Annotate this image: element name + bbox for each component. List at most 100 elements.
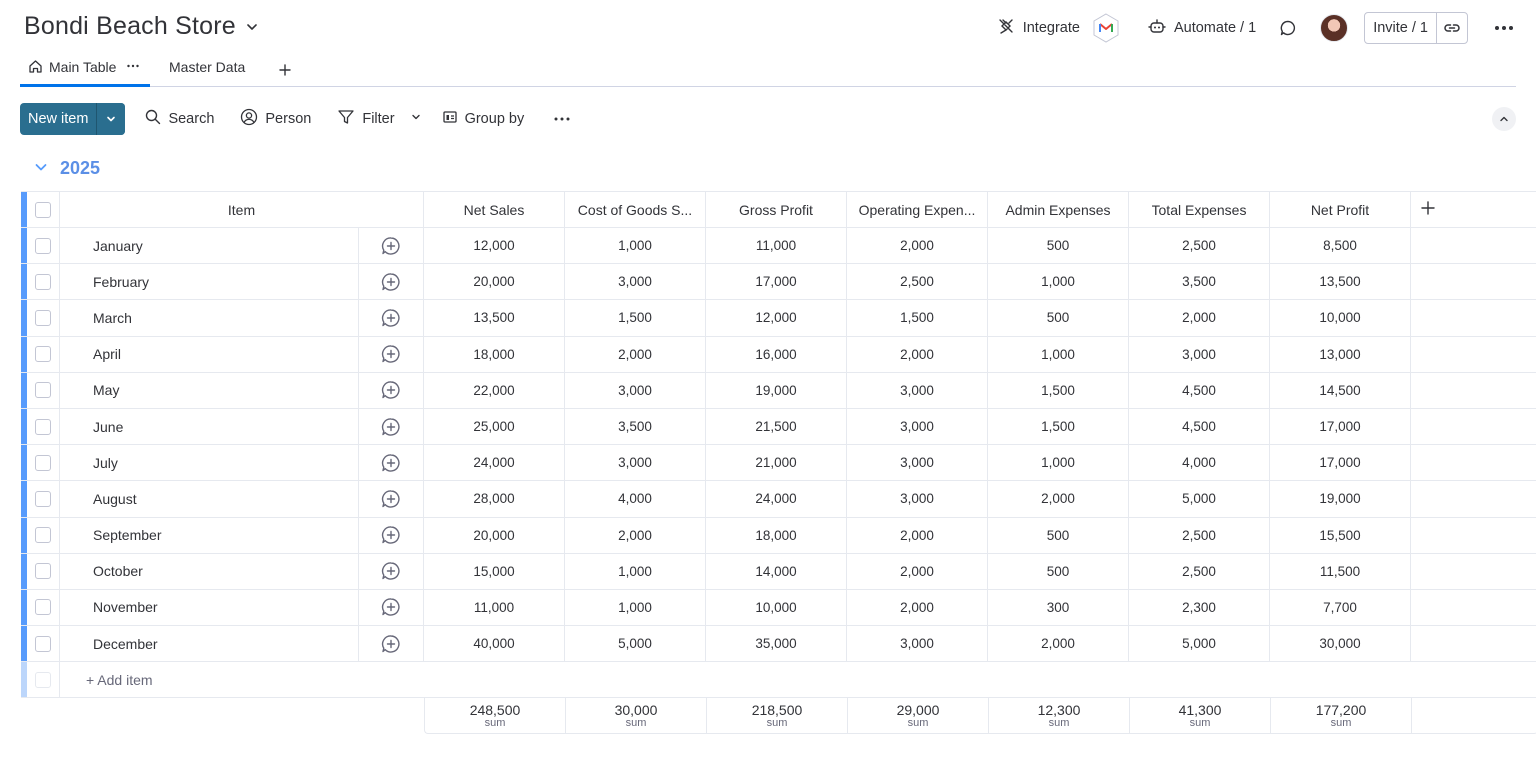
cell-total-expenses[interactable]: 4,000	[1129, 445, 1270, 481]
checkbox[interactable]	[35, 527, 51, 544]
add-update-icon[interactable]	[359, 445, 424, 481]
cell-cogs[interactable]: 1,500	[565, 300, 706, 336]
tab-main-table[interactable]: Main Table	[28, 56, 140, 87]
checkbox[interactable]	[35, 418, 51, 435]
group-title[interactable]: 2025	[60, 158, 101, 178]
checkbox[interactable]	[35, 490, 51, 507]
filter-button[interactable]: Filter	[337, 108, 421, 130]
cell-total-expenses[interactable]: 2,500	[1129, 517, 1270, 553]
item-name[interactable]: September	[60, 517, 359, 553]
row-checkbox-cell[interactable]	[27, 264, 60, 300]
summary-admin-expenses[interactable]: 12,300 sum	[989, 698, 1130, 733]
cell-net-sales[interactable]: 12,000	[424, 228, 565, 264]
cell-cogs[interactable]: 1,000	[565, 228, 706, 264]
table-row[interactable]: August 28,000 4,000 24,000 3,000 2,000 5,000 19…	[21, 481, 1536, 518]
cell-net-sales[interactable]: 24,000	[424, 445, 565, 481]
column-header-operating-expenses[interactable]: Operating Expen...	[847, 192, 988, 227]
table-row[interactable]: October 15,000 1,000 14,000 2,000 500 2,500 11,…	[21, 553, 1536, 590]
cell-admin-expenses[interactable]: 500	[988, 228, 1129, 264]
row-checkbox-cell[interactable]	[27, 372, 60, 408]
cell-admin-expenses[interactable]: 1,000	[988, 336, 1129, 372]
cell-gross-profit[interactable]: 10,000	[706, 589, 847, 626]
checkbox[interactable]	[35, 346, 51, 363]
column-header-item[interactable]: Item	[60, 192, 424, 227]
item-name[interactable]: February	[60, 264, 359, 300]
add-item-input[interactable]: + Add item	[86, 671, 153, 688]
add-column-button[interactable]	[1411, 192, 1536, 227]
copy-link-icon[interactable]	[1437, 13, 1467, 43]
cell-operating-expenses[interactable]: 3,000	[847, 445, 988, 481]
chevron-down-icon[interactable]	[97, 103, 126, 135]
cell-gross-profit[interactable]: 14,000	[706, 553, 847, 589]
cell-gross-profit[interactable]: 17,000	[706, 264, 847, 300]
cell-admin-expenses[interactable]: 1,000	[988, 445, 1129, 481]
add-update-icon[interactable]	[359, 336, 424, 372]
tab-master-data[interactable]: Master Data	[169, 56, 245, 87]
add-update-icon[interactable]	[359, 626, 424, 662]
checkbox[interactable]	[35, 201, 51, 218]
item-name[interactable]: October	[60, 553, 359, 589]
cell-gross-profit[interactable]: 35,000	[706, 626, 847, 662]
table-row[interactable]: February 20,000 3,000 17,000 2,500 1,000 3,500…	[21, 264, 1536, 301]
row-checkbox-cell[interactable]	[27, 300, 60, 336]
cell-total-expenses[interactable]: 3,500	[1129, 264, 1270, 300]
cell-operating-expenses[interactable]: 2,000	[847, 517, 988, 553]
cell-admin-expenses[interactable]: 500	[988, 553, 1129, 589]
board-title[interactable]: Bondi Beach Store	[24, 12, 236, 40]
item-name[interactable]: August	[60, 481, 359, 517]
checkbox[interactable]	[35, 563, 51, 580]
cell-total-expenses[interactable]: 4,500	[1129, 372, 1270, 408]
add-update-icon[interactable]	[359, 589, 424, 626]
cell-operating-expenses[interactable]: 3,000	[847, 408, 988, 445]
checkbox[interactable]	[35, 599, 51, 616]
column-header-gross-profit[interactable]: Gross Profit	[706, 192, 847, 227]
table-row[interactable]: September 20,000 2,000 18,000 2,000 500 2,500 1…	[21, 517, 1536, 554]
table-row[interactable]: July 24,000 3,000 21,000 3,000 1,000 4,000 17,0…	[21, 445, 1536, 482]
collapse-header-icon[interactable]	[1492, 107, 1516, 131]
cell-net-sales[interactable]: 20,000	[424, 264, 565, 300]
cell-cogs[interactable]: 3,500	[565, 408, 706, 445]
search-button[interactable]: Search	[145, 109, 214, 129]
table-row[interactable]: June 25,000 3,500 21,500 3,000 1,500 4,500 17,0…	[21, 408, 1536, 446]
checkbox[interactable]	[35, 382, 51, 399]
cell-gross-profit[interactable]: 21,000	[706, 445, 847, 481]
checkbox[interactable]	[35, 454, 51, 471]
add-update-icon[interactable]	[359, 517, 424, 553]
cell-net-sales[interactable]: 15,000	[424, 553, 565, 589]
cell-net-profit[interactable]: 8,500	[1270, 228, 1411, 264]
cell-net-profit[interactable]: 17,000	[1270, 445, 1411, 481]
cell-admin-expenses[interactable]: 500	[988, 517, 1129, 553]
cell-operating-expenses[interactable]: 3,000	[847, 481, 988, 517]
cell-operating-expenses[interactable]: 2,000	[847, 228, 988, 264]
cell-cogs[interactable]: 1,000	[565, 589, 706, 626]
cell-total-expenses[interactable]: 2,500	[1129, 553, 1270, 589]
cell-net-sales[interactable]: 13,500	[424, 300, 565, 336]
updates-chat-icon[interactable]	[1276, 16, 1300, 40]
cell-cogs[interactable]: 3,000	[565, 372, 706, 408]
cell-operating-expenses[interactable]: 1,500	[847, 300, 988, 336]
cell-gross-profit[interactable]: 21,500	[706, 408, 847, 445]
summary-total-expenses[interactable]: 41,300 sum	[1130, 698, 1271, 733]
cell-total-expenses[interactable]: 5,000	[1129, 481, 1270, 517]
cell-admin-expenses[interactable]: 1,500	[988, 372, 1129, 408]
cell-cogs[interactable]: 4,000	[565, 481, 706, 517]
add-update-icon[interactable]	[359, 372, 424, 408]
item-name[interactable]: December	[60, 626, 359, 662]
cell-operating-expenses[interactable]: 3,000	[847, 626, 988, 662]
column-header-total-expenses[interactable]: Total Expenses	[1129, 192, 1270, 227]
cell-gross-profit[interactable]: 11,000	[706, 228, 847, 264]
automate-button[interactable]: Automate / 1	[1148, 17, 1256, 39]
cell-total-expenses[interactable]: 2,300	[1129, 589, 1270, 626]
summary-gross-profit[interactable]: 218,500 sum	[707, 698, 848, 733]
item-name[interactable]: November	[60, 589, 359, 626]
cell-admin-expenses[interactable]: 1,000	[988, 264, 1129, 300]
cell-operating-expenses[interactable]: 2,500	[847, 264, 988, 300]
cell-admin-expenses[interactable]: 2,000	[988, 626, 1129, 662]
add-update-icon[interactable]	[359, 228, 424, 264]
cell-net-profit[interactable]: 7,700	[1270, 589, 1411, 626]
cell-admin-expenses[interactable]: 300	[988, 589, 1129, 626]
invite-button[interactable]: Invite / 1	[1365, 13, 1437, 43]
row-checkbox-cell[interactable]	[27, 336, 60, 372]
column-header-cogs[interactable]: Cost of Goods S...	[565, 192, 706, 227]
cell-total-expenses[interactable]: 2,000	[1129, 300, 1270, 336]
